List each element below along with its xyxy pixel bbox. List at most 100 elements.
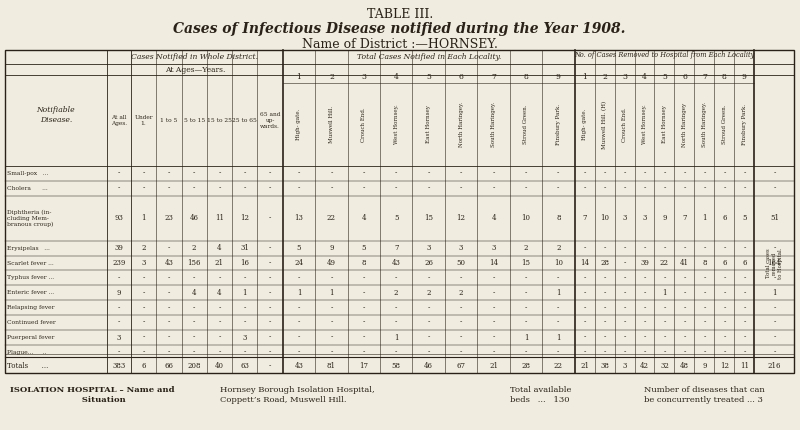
Text: Muswell Hill. (H): Muswell Hill. (H) — [602, 101, 607, 148]
Text: 10: 10 — [554, 259, 563, 267]
Text: 2: 2 — [426, 289, 431, 297]
Text: 14: 14 — [489, 259, 498, 267]
Text: -: - — [460, 274, 462, 282]
Text: -: - — [269, 319, 271, 327]
Text: 43: 43 — [392, 259, 401, 267]
Text: 46: 46 — [424, 362, 433, 371]
Text: 81: 81 — [327, 362, 336, 371]
Text: 43: 43 — [165, 259, 174, 267]
Text: -: - — [142, 334, 145, 341]
Text: -: - — [269, 349, 271, 356]
Text: Hornsey Borough Isolation Hospital,: Hornsey Borough Isolation Hospital, — [220, 386, 374, 394]
Text: 10: 10 — [522, 214, 530, 222]
Text: 7: 7 — [682, 214, 686, 222]
Text: -: - — [643, 334, 646, 341]
Text: -: - — [492, 289, 494, 297]
Text: -: - — [492, 169, 494, 178]
Text: 25 to 65: 25 to 65 — [232, 118, 258, 123]
Text: beds   ...   130: beds ... 130 — [510, 396, 569, 404]
Text: -: - — [583, 184, 586, 192]
Text: -: - — [269, 274, 271, 282]
Text: -: - — [603, 334, 606, 341]
Text: Relapsing fever: Relapsing fever — [7, 305, 54, 310]
Text: -: - — [269, 244, 271, 252]
Text: 31: 31 — [240, 244, 250, 252]
Text: -: - — [168, 349, 170, 356]
Text: -: - — [460, 349, 462, 356]
Text: Small-pox   ...: Small-pox ... — [7, 171, 48, 176]
Text: Finsbury Park.: Finsbury Park. — [556, 104, 561, 145]
Text: -: - — [525, 349, 527, 356]
Text: 3: 3 — [426, 244, 431, 252]
Text: -: - — [395, 184, 398, 192]
Text: -: - — [142, 304, 145, 312]
Text: -: - — [427, 319, 430, 327]
Text: 208: 208 — [187, 362, 201, 371]
Text: 4: 4 — [218, 289, 222, 297]
Text: -: - — [623, 184, 626, 192]
Text: 1: 1 — [556, 334, 561, 341]
Text: -: - — [492, 349, 494, 356]
Text: 40: 40 — [215, 362, 224, 371]
Text: -: - — [603, 169, 606, 178]
Text: Plague...     ..: Plague... .. — [7, 350, 46, 355]
Text: -: - — [193, 274, 195, 282]
Text: -: - — [395, 304, 398, 312]
Text: -: - — [774, 244, 775, 252]
Text: 2: 2 — [394, 289, 398, 297]
Text: -: - — [395, 274, 398, 282]
Text: -: - — [460, 184, 462, 192]
Text: -: - — [723, 184, 726, 192]
Text: 3: 3 — [142, 259, 146, 267]
Text: -: - — [663, 334, 666, 341]
Text: Diphtheria (in-
cluding Mem-
branous croup): Diphtheria (in- cluding Mem- branous cro… — [7, 210, 54, 227]
Text: -: - — [269, 184, 271, 192]
Text: South Haringey.: South Haringey. — [702, 102, 707, 147]
Text: 8: 8 — [523, 73, 528, 81]
Text: 2: 2 — [524, 244, 528, 252]
Text: -: - — [427, 184, 430, 192]
Text: -: - — [774, 334, 775, 341]
Text: -: - — [723, 169, 726, 178]
Text: -: - — [623, 244, 626, 252]
Text: 22: 22 — [327, 214, 336, 222]
Text: 3: 3 — [642, 214, 646, 222]
Text: -: - — [362, 184, 365, 192]
Text: -: - — [774, 349, 775, 356]
Text: -: - — [603, 319, 606, 327]
Text: -: - — [460, 334, 462, 341]
Text: 9: 9 — [742, 73, 747, 81]
Text: -: - — [683, 304, 686, 312]
Text: -: - — [643, 349, 646, 356]
Text: -: - — [218, 334, 221, 341]
Text: -: - — [427, 334, 430, 341]
Text: -: - — [142, 184, 145, 192]
Text: -: - — [460, 319, 462, 327]
Text: -: - — [663, 349, 666, 356]
Text: -: - — [218, 184, 221, 192]
Text: Cases Notified in Whole District.: Cases Notified in Whole District. — [131, 53, 258, 61]
Text: -: - — [583, 349, 586, 356]
Text: -: - — [583, 319, 586, 327]
Text: -: - — [218, 169, 221, 178]
Text: Muswell Hill.: Muswell Hill. — [329, 106, 334, 143]
Text: -: - — [525, 289, 527, 297]
Text: 4: 4 — [491, 214, 496, 222]
Text: 1: 1 — [142, 214, 146, 222]
Bar — [5, 50, 794, 373]
Text: -: - — [703, 274, 706, 282]
Text: -: - — [643, 274, 646, 282]
Text: -: - — [168, 319, 170, 327]
Text: -: - — [774, 274, 775, 282]
Text: -: - — [723, 289, 726, 297]
Text: 3: 3 — [362, 73, 366, 81]
Text: -: - — [623, 319, 626, 327]
Text: 2: 2 — [459, 289, 463, 297]
Text: -: - — [583, 169, 586, 178]
Text: 6: 6 — [722, 259, 726, 267]
Text: -: - — [118, 319, 120, 327]
Text: 32: 32 — [660, 362, 669, 371]
Text: -: - — [603, 289, 606, 297]
Text: -: - — [723, 349, 726, 356]
Text: 3: 3 — [459, 244, 463, 252]
